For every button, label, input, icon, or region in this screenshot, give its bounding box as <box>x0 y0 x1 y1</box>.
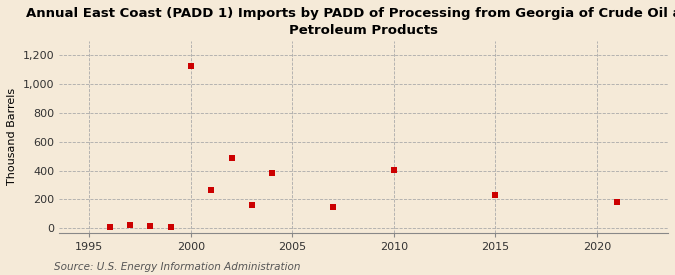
Y-axis label: Thousand Barrels: Thousand Barrels <box>7 88 17 185</box>
Point <box>267 170 277 175</box>
Point <box>206 188 217 192</box>
Title: Annual East Coast (PADD 1) Imports by PADD of Processing from Georgia of Crude O: Annual East Coast (PADD 1) Imports by PA… <box>26 7 675 37</box>
Point <box>490 193 501 197</box>
Point <box>165 225 176 230</box>
Point <box>612 199 623 204</box>
Point <box>226 155 237 160</box>
Text: Source: U.S. Energy Information Administration: Source: U.S. Energy Information Administ… <box>54 262 300 272</box>
Point <box>389 168 400 172</box>
Point <box>246 203 257 207</box>
Point <box>145 224 156 228</box>
Point <box>327 205 338 210</box>
Point <box>105 225 115 230</box>
Point <box>125 223 136 227</box>
Point <box>186 64 196 68</box>
